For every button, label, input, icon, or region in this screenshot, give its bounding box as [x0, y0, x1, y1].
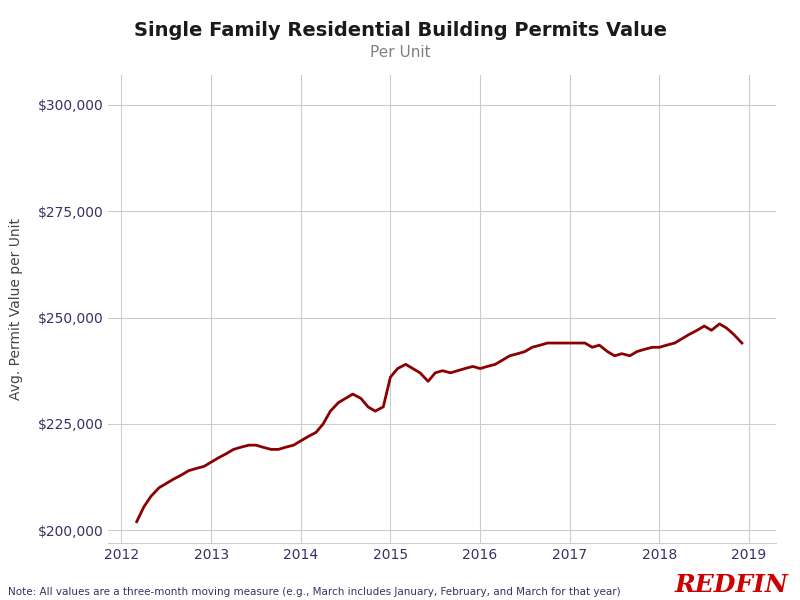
Text: Note: All values are a three-month moving measure (e.g., March includes January,: Note: All values are a three-month movin… — [8, 587, 621, 597]
Text: Single Family Residential Building Permits Value: Single Family Residential Building Permi… — [134, 21, 666, 40]
Y-axis label: Avg. Permit Value per Unit: Avg. Permit Value per Unit — [10, 218, 23, 400]
Text: REDFIN: REDFIN — [674, 573, 788, 597]
Text: Per Unit: Per Unit — [370, 45, 430, 60]
